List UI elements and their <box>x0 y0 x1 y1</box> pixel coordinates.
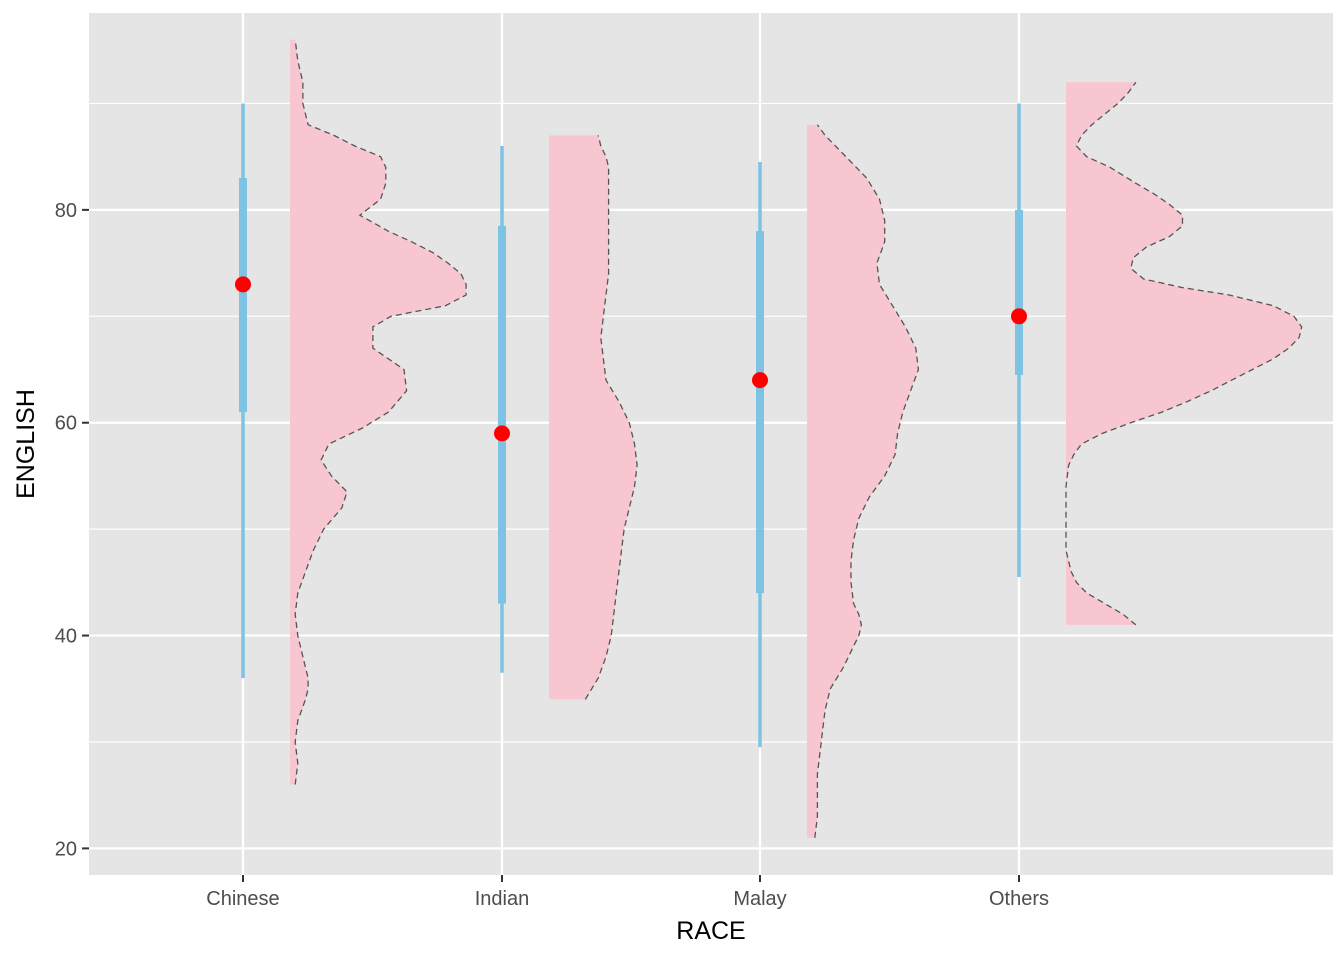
group-indian <box>494 135 638 700</box>
plot-panel-background <box>89 13 1333 875</box>
density-area <box>1066 82 1302 625</box>
y-tick-label: 80 <box>55 200 77 222</box>
x-axis-title: RACE <box>676 917 745 945</box>
chart-marks <box>235 39 1303 838</box>
density-outline <box>814 124 920 838</box>
x-tick-label: Others <box>989 888 1049 910</box>
axes: 20 40 60 80 Chinese Indian Malay Others <box>55 200 1049 910</box>
y-tick-label: 20 <box>55 838 77 860</box>
density-area <box>807 124 919 838</box>
density-outline <box>584 135 638 700</box>
x-tick-label: Malay <box>733 888 786 910</box>
median-point <box>752 372 768 389</box>
y-axis-title: ENGLISH <box>12 389 40 499</box>
y-tick-label: 40 <box>55 626 77 648</box>
x-tick-label: Indian <box>475 888 530 910</box>
median-point <box>1011 308 1027 325</box>
density-area <box>549 135 638 700</box>
density-outline <box>1065 81 1303 626</box>
group-others <box>1011 81 1303 626</box>
density-area <box>290 39 467 785</box>
group-chinese <box>235 39 467 785</box>
y-tick-label: 60 <box>55 413 77 435</box>
group-malay <box>752 124 920 838</box>
density-outline <box>294 39 467 785</box>
median-point <box>494 425 510 442</box>
median-point <box>235 276 251 293</box>
x-tick-label: Chinese <box>206 888 279 910</box>
